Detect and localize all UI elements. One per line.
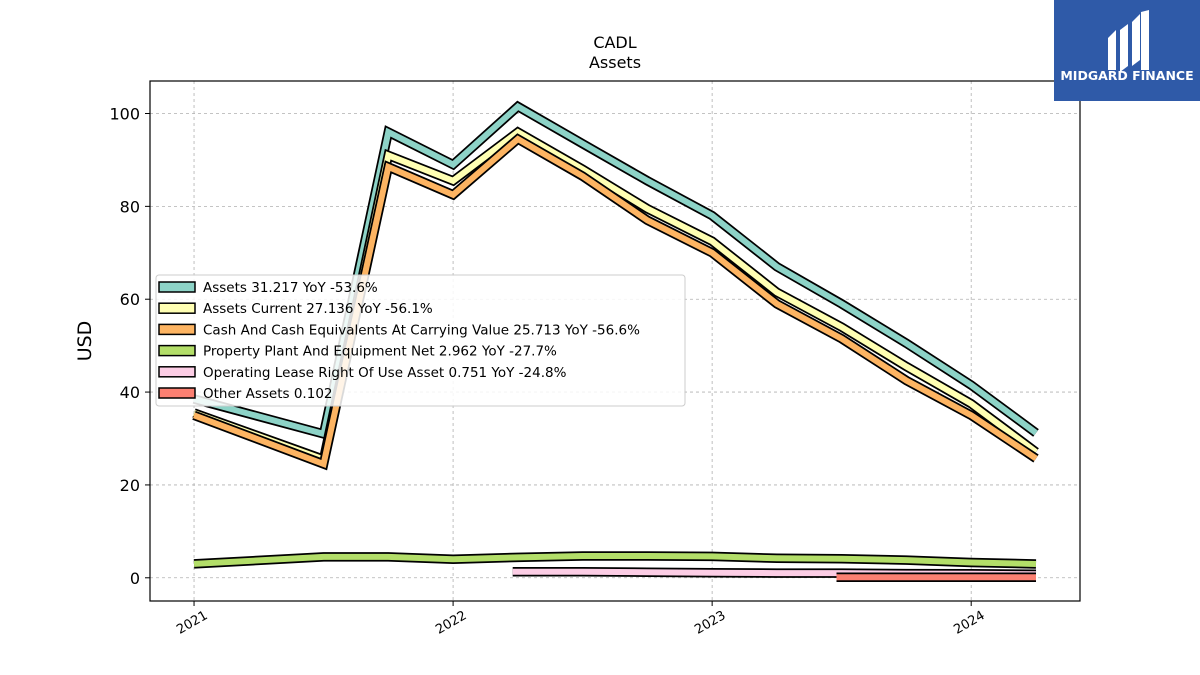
legend-swatch	[158, 281, 196, 293]
y-tick-label: 40	[120, 383, 140, 402]
legend-swatch	[158, 387, 196, 399]
series-line-stroke	[192, 135, 1038, 469]
legend-swatch	[158, 323, 196, 336]
plot-frame	[149, 80, 1081, 602]
y-axis-label: USD	[74, 321, 96, 362]
legend-box	[155, 274, 686, 407]
legend-swatch	[158, 366, 196, 378]
series-line-stroke	[193, 553, 1037, 567]
series-layer	[192, 100, 1039, 583]
legend-label: Operating Lease Right Of Use Asset 0.751…	[203, 365, 567, 381]
midgard-finance-logo: MIDGARD FINANCE	[1054, 0, 1200, 101]
logo-text: MIDGARD FINANCE	[1060, 68, 1193, 83]
series-line	[192, 133, 1039, 471]
y-axis: 0 20 40 60 80 100	[109, 105, 150, 588]
chart-subtitle: Assets	[589, 53, 641, 72]
legend-label: Assets 31.217 YoY -53.6%	[203, 280, 378, 296]
legend-label: Cash And Cash Equivalents At Carrying Va…	[203, 322, 640, 338]
series-line	[192, 126, 1039, 466]
legend-label: Other Assets 0.102	[203, 386, 333, 402]
logo-mark-icon	[1108, 10, 1149, 72]
series-line	[192, 100, 1039, 440]
series-line-stroke	[192, 128, 1038, 464]
y-tick-label: 20	[120, 476, 140, 495]
chart-title: CADL	[593, 33, 636, 52]
y-tick-label: 0	[130, 569, 140, 588]
series-line	[193, 551, 1037, 569]
y-tick-label: 80	[120, 197, 140, 216]
y-tick-label: 60	[120, 290, 140, 309]
legend-label: Assets Current 27.136 YoY -56.1%	[203, 301, 433, 317]
legend-swatch	[158, 302, 196, 314]
legend: Assets 31.217 YoY -53.6% Assets Current 2…	[155, 274, 686, 407]
legend-label: Property Plant And Equipment Net 2.962 Y…	[203, 344, 557, 360]
series-line-stroke	[193, 102, 1038, 438]
y-tick-label: 100	[109, 105, 140, 124]
legend-swatch	[158, 344, 196, 357]
